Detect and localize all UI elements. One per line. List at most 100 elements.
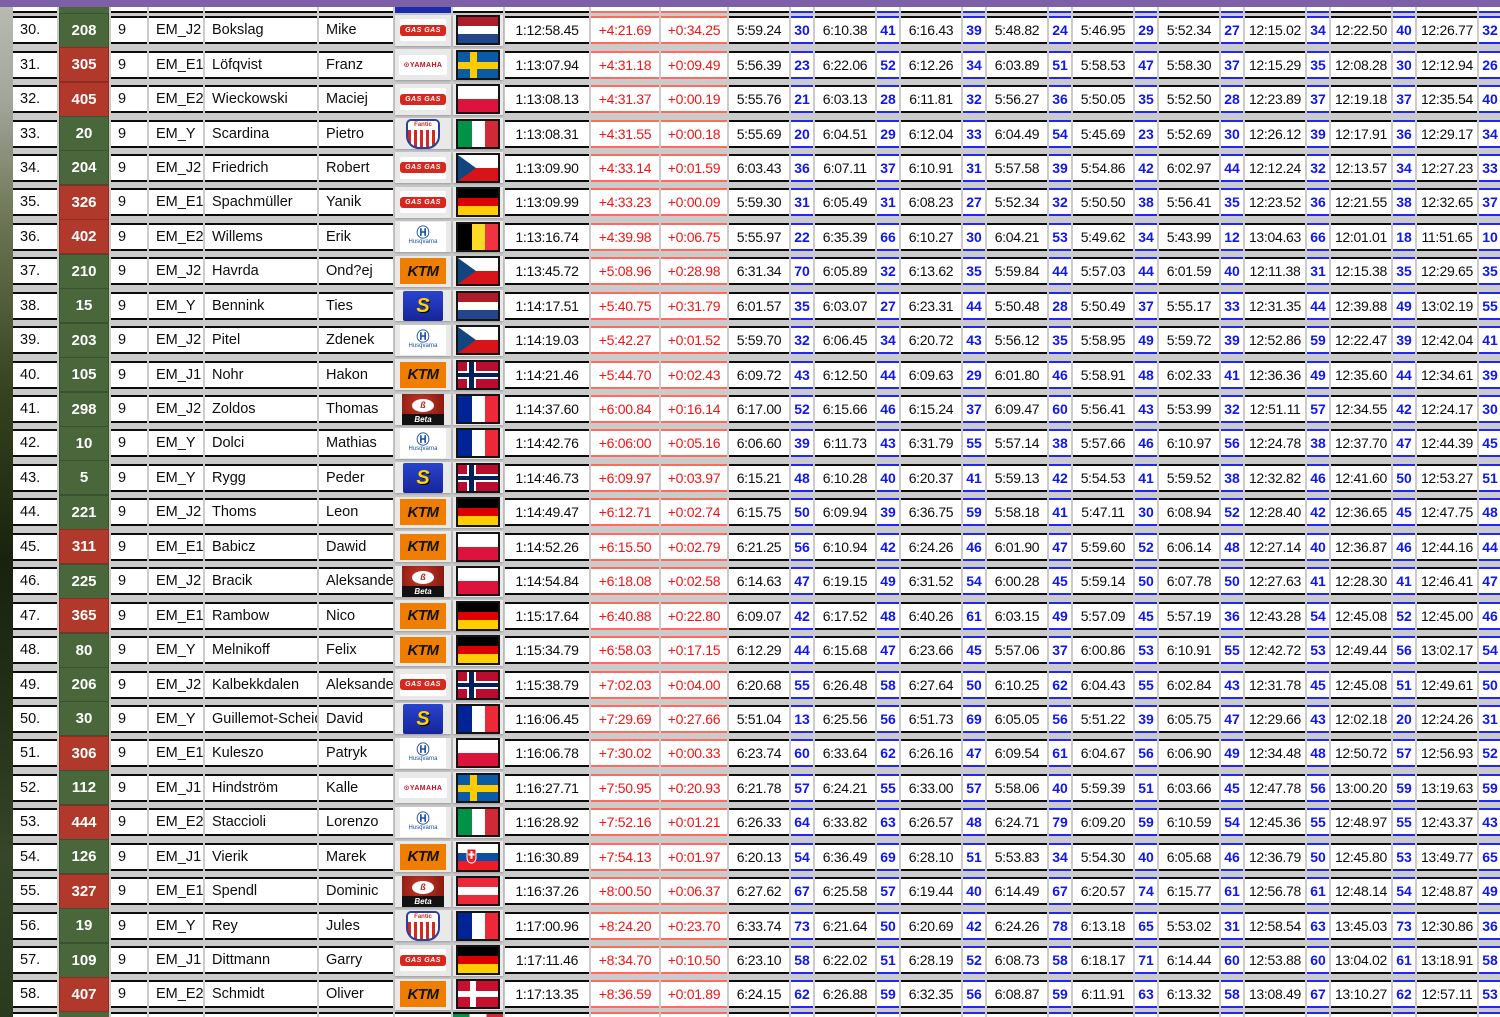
total-time-cell: 1:14:21.46 [505, 360, 589, 389]
test-9-rank-cell: 31 [1479, 704, 1500, 733]
brand-ktm-logo: KTM [400, 533, 446, 560]
table-row: 50. 30 9 EM_Y Guillemot-Scheid David S 1:16:06.… [13, 701, 1500, 737]
class-cell: EM_E1 [149, 877, 203, 906]
gap-to-leader-cell: +7:29.69 [591, 704, 659, 733]
test-5-time-cell: 5:54.30 [1073, 842, 1133, 871]
rider-number-badge: 19 [59, 908, 109, 944]
test-5-rank-cell: 50 [1135, 567, 1157, 596]
test-8-time-cell: 13:45.03 [1331, 911, 1391, 940]
flag-cell [453, 427, 503, 459]
test-8-time-cell: 12:36.87 [1331, 532, 1391, 561]
test-8-time-cell: 12:01.01 [1331, 222, 1391, 251]
position-cell: 38. [13, 291, 57, 320]
gap-to-leader-cell: +5:40.75 [591, 291, 659, 320]
total-time-cell: 1:14:46.73 [505, 463, 589, 492]
flag-de-icon [456, 497, 500, 528]
test-8-rank-cell: 49 [1393, 291, 1415, 320]
test-2-rank-cell: 32 [877, 257, 899, 286]
gap-to-previous-cell: +0:27.66 [661, 704, 727, 733]
test-6-time-cell: 6:05.68 [1159, 842, 1219, 871]
partial-cell [815, 1012, 875, 1017]
table-row: 48. 80 9 EM_Y Melnikoff Felix KTM 1:15:34.79 +6:… [13, 632, 1500, 668]
table-row: 35. 326 9 EM_E1 Spachmüller Yanik GAS GAS 1:13:… [13, 184, 1500, 220]
test-9-time-cell: 12:44.39 [1417, 429, 1477, 458]
last-name-cell: Thoms [205, 498, 317, 527]
gap-to-leader-cell: +4:33.14 [591, 153, 659, 182]
flag-cell [453, 772, 503, 804]
test-9-rank-cell: 47 [1479, 567, 1500, 596]
test-7-rank-cell: 35 [1307, 50, 1329, 79]
rider-number-cell: 444 [59, 804, 109, 840]
class-cell: EM_E2 [149, 980, 203, 1009]
test-2-time-cell: 6:26.48 [815, 670, 875, 699]
test-7-time-cell: 12:31.78 [1245, 670, 1305, 699]
test-2-rank-cell: 42 [877, 532, 899, 561]
test-6-rank-cell: 12 [1221, 222, 1243, 251]
test-7-rank-cell: 31 [1307, 257, 1329, 286]
test-1-rank-cell: 42 [791, 601, 813, 630]
test-4-rank-cell: 53 [1049, 222, 1071, 251]
brand-gasgas-logo: GAS GAS [400, 191, 446, 214]
test-1-rank-cell: 20 [791, 119, 813, 148]
gap-to-previous-cell: +0:01.59 [661, 153, 727, 182]
flag-cell [453, 806, 503, 838]
brand-cell: KTM [395, 978, 451, 1010]
day-number-cell: 9 [111, 395, 147, 424]
test-3-time-cell: 6:23.66 [901, 636, 961, 665]
brand-cell: KTM [395, 531, 451, 563]
partial-cell [319, 7, 393, 13]
last-name-cell: Dittmann [205, 946, 317, 975]
test-4-time-cell: 6:01.80 [987, 360, 1047, 389]
test-9-rank-cell: 32 [1479, 16, 1500, 45]
class-cell: EM_Y [149, 911, 203, 940]
test-6-rank-cell: 47 [1221, 704, 1243, 733]
class-cell: EM_J2 [149, 16, 203, 45]
brand-cell: Ⓗ Husqvarna [395, 806, 451, 838]
test-7-time-cell: 12:56.78 [1245, 877, 1305, 906]
test-1-rank-cell: 67 [791, 877, 813, 906]
test-1-time-cell: 6:14.63 [729, 567, 789, 596]
test-5-rank-cell: 30 [1135, 498, 1157, 527]
test-8-time-cell: 12:45.08 [1331, 601, 1391, 630]
test-4-rank-cell: 38 [1049, 429, 1071, 458]
partial-cell [987, 1012, 1047, 1017]
test-6-rank-cell: 49 [1221, 739, 1243, 768]
test-9-rank-cell: 30 [1479, 395, 1500, 424]
test-7-time-cell: 12:36.79 [1245, 842, 1305, 871]
partial-cell [1049, 1012, 1071, 1017]
rider-number-cell: 5 [59, 460, 109, 496]
brand-cell: Ⓗ Husqvarna [395, 737, 451, 769]
gap-to-previous-cell: +0:23.70 [661, 911, 727, 940]
test-9-rank-cell: 35 [1479, 257, 1500, 286]
test-7-rank-cell: 59 [1307, 326, 1329, 355]
test-1-rank-cell: 48 [791, 463, 813, 492]
test-1-time-cell: 6:33.74 [729, 911, 789, 940]
test-3-time-cell: 6:27.64 [901, 670, 961, 699]
last-name-cell: Spendl [205, 877, 317, 906]
test-8-rank-cell: 73 [1393, 911, 1415, 940]
total-time-cell: 1:16:37.26 [505, 877, 589, 906]
flag-se-icon [456, 49, 500, 80]
test-2-time-cell: 6:04.51 [815, 119, 875, 148]
first-name-cell: Zdenek [319, 326, 393, 355]
test-8-time-cell: 13:04.02 [1331, 946, 1391, 975]
test-6-time-cell: 5:52.34 [1159, 16, 1219, 45]
test-4-rank-cell: 24 [1049, 16, 1071, 45]
total-time-cell: 1:15:38.79 [505, 670, 589, 699]
gap-to-previous-cell: +0:02.74 [661, 498, 727, 527]
rider-number-cell: 15 [59, 288, 109, 324]
class-cell: EM_J2 [149, 153, 203, 182]
test-4-rank-cell: 61 [1049, 739, 1071, 768]
brand-ktm-logo: KTM [400, 258, 446, 285]
last-name-cell: Guillemot-Scheid [205, 704, 317, 733]
total-time-cell: 1:13:08.31 [505, 119, 589, 148]
test-9-time-cell: 13:02.17 [1417, 636, 1477, 665]
test-1-time-cell: 6:26.33 [729, 808, 789, 837]
last-name-cell: Vierik [205, 842, 317, 871]
test-8-rank-cell: 50 [1393, 463, 1415, 492]
test-4-time-cell: 5:50.48 [987, 291, 1047, 320]
brand-sherco-logo: S [403, 703, 443, 734]
test-9-time-cell: 12:12.94 [1417, 50, 1477, 79]
test-5-rank-cell: 56 [1135, 739, 1157, 768]
